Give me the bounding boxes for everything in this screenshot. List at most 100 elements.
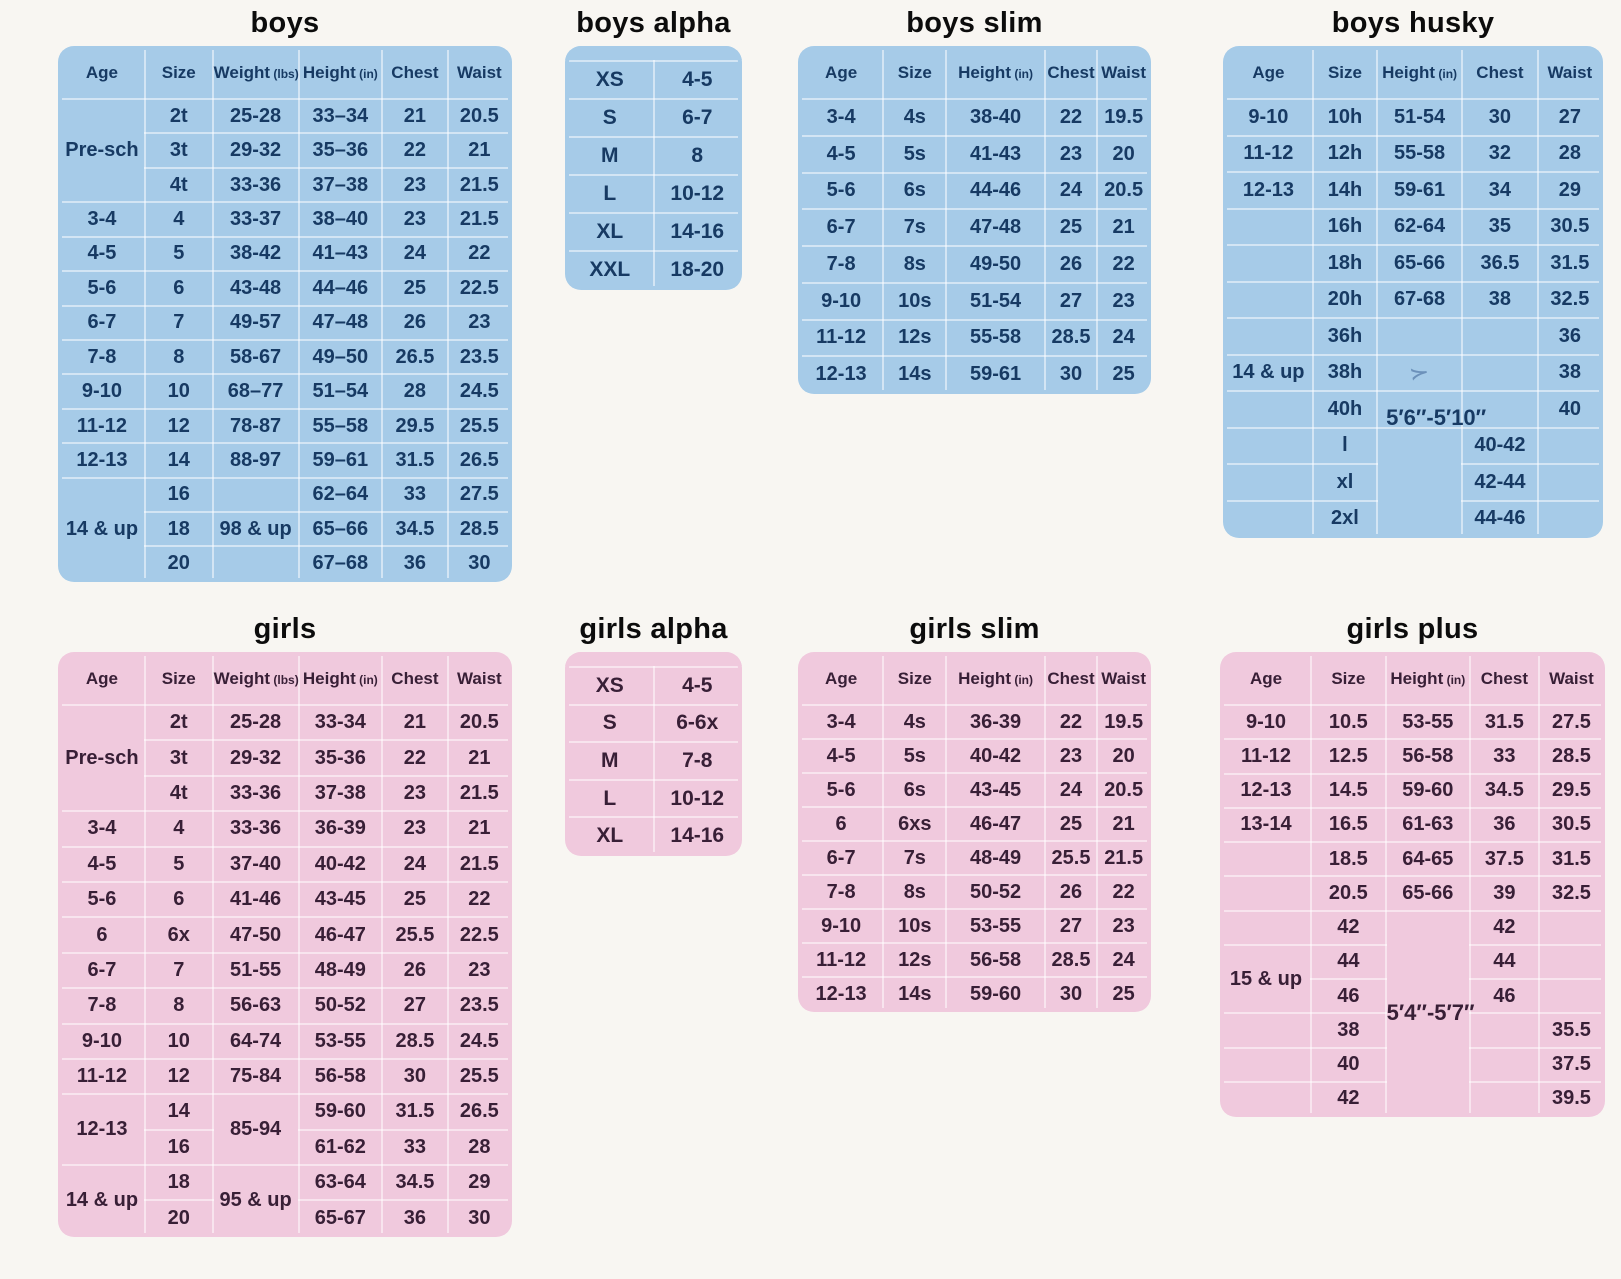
table-cell: 2t xyxy=(143,703,214,742)
table-cell: 27.5 xyxy=(446,476,512,514)
table-row: M 7-8 xyxy=(565,741,742,781)
table-row: 7-8 8s 50-52 26 22 xyxy=(798,874,1151,910)
table-cell: 33–34 xyxy=(297,97,384,135)
column-header: Waist xyxy=(1096,652,1151,706)
table-cell: 49-57 xyxy=(211,304,300,341)
table-cell: XL xyxy=(565,212,655,252)
table-cell: 24 xyxy=(381,235,449,273)
table-cell: 16 xyxy=(143,476,214,514)
table-cell: 10h xyxy=(1311,98,1379,137)
table-row: 3-4 4s 36-39 22 19.5 xyxy=(798,704,1151,740)
table-cell: 98 & up xyxy=(211,511,300,548)
table-cell: 23.5 xyxy=(446,987,512,1025)
table-cell: 6-7 xyxy=(798,208,885,247)
table-cell: 11-12 xyxy=(58,407,146,445)
table-cell: 37.5 xyxy=(1537,1046,1605,1083)
table-cell: 6-7 xyxy=(58,951,146,990)
table-cell: 13-14 xyxy=(1220,806,1312,844)
table-cell xyxy=(1461,317,1539,356)
table-cell: 23 xyxy=(1043,738,1099,774)
table-row: 16h 62-64 35 30.5 xyxy=(1223,207,1603,246)
table-cell: 25-28 xyxy=(211,703,300,742)
table-cell: 26 xyxy=(1043,874,1099,910)
table-cell: 20h xyxy=(1311,280,1379,319)
table-cell: 12-13 xyxy=(58,442,146,479)
table-row: 20 65-67 36 30 xyxy=(59,1199,512,1237)
girls-alpha-panel: girls alpha XS 4-5 S 6-6x M 7-8 L 10-12 XL 14-16 xyxy=(565,612,742,856)
table-cell: 46 xyxy=(1310,977,1387,1015)
table-cell: 41–43 xyxy=(297,235,384,273)
table-cell: 40 xyxy=(1310,1046,1387,1083)
table-cell: 26 xyxy=(381,304,449,341)
boys-husky-header-row: Age Size Height (in) Chest Waist xyxy=(1223,46,1603,100)
table-cell: 25.5 xyxy=(446,407,512,445)
table-cell: 37-40 xyxy=(211,845,300,883)
table-cell: 23.5 xyxy=(446,338,512,376)
table-cell: 53-55 xyxy=(945,908,1046,944)
table-cell: 11-12 xyxy=(58,1057,146,1096)
table-cell: 5-6 xyxy=(798,772,885,808)
table-cell: 7-8 xyxy=(58,338,146,376)
table-cell: 59-60 xyxy=(297,1093,384,1131)
column-header: Age xyxy=(58,652,146,706)
column-header: Age xyxy=(58,46,146,100)
table-row: 4-5 5s 40-42 23 20 xyxy=(798,738,1151,774)
table-cell: 12-13 xyxy=(798,355,885,394)
girls-slim-header-row: Age Size Height (in) Chest Waist xyxy=(798,652,1151,706)
table-cell: 23 xyxy=(1096,281,1151,321)
table-row: 6-7 7s 48-49 25.5 21.5 xyxy=(798,840,1151,876)
table-cell: 28 xyxy=(381,373,449,410)
table-cell: 3t xyxy=(143,739,214,777)
table-cell: 28.5 xyxy=(446,511,512,548)
table-cell: 32 xyxy=(1461,134,1539,173)
table-row: 11-12 12 78-87 55–58 29.5 25.5 xyxy=(58,407,512,445)
table-row: Pre-sch 2t 25-28 33–34 21 20.5 xyxy=(58,97,512,204)
table-cell: 28.5 xyxy=(1043,942,1099,978)
table-cell: 23 xyxy=(381,774,449,813)
table-cell: 63-64 xyxy=(297,1164,384,1202)
height-range-label: 5′6″-5′10″ xyxy=(1376,405,1486,538)
table-cell xyxy=(1223,244,1314,283)
table-cell: 33-36 xyxy=(211,774,300,813)
table-cell: 20 xyxy=(1096,134,1151,174)
table-cell: 26.5 xyxy=(446,1093,512,1131)
table-row: 12-13 14s 59-61 30 25 xyxy=(798,355,1151,394)
table-cell: 3-4 xyxy=(58,810,146,848)
table-cell: 21 xyxy=(1096,806,1151,842)
table-row: 6-7 7 51-55 48-49 26 23 xyxy=(58,951,512,990)
table-cell: 22 xyxy=(446,235,512,273)
table-cell: L xyxy=(565,778,655,819)
table-cell: 21.5 xyxy=(1096,840,1151,876)
table-row: 15 & up 44 44 xyxy=(1220,943,1605,1015)
table-cell: 29.5 xyxy=(1537,772,1605,809)
girls-alpha-table: XS 4-5 S 6-6x M 7-8 L 10-12 XL 14-16 xyxy=(565,652,742,856)
girls-plus-table: Age Size Height (in) Chest Waist 9-10 10.5 53-5… xyxy=(1220,652,1605,1117)
table-row: 6 6xs 46-47 25 21 xyxy=(798,806,1151,842)
table-cell: 46-47 xyxy=(297,916,384,954)
table-title-girls-slim: girls slim xyxy=(909,613,1040,645)
table-cell: 22 xyxy=(381,132,449,169)
table-cell: 19.5 xyxy=(1096,98,1151,137)
table-cell: 61-63 xyxy=(1384,806,1471,844)
table-cell: 59-60 xyxy=(945,976,1046,1012)
table-cell: 14 & up xyxy=(1223,353,1314,392)
table-cell: 41-46 xyxy=(211,880,300,919)
table-cell: 6-7 xyxy=(58,304,146,341)
table-row: 7-8 8 56-63 50-52 27 23.5 xyxy=(58,987,512,1025)
table-cell: 12-13 xyxy=(1220,772,1312,809)
table-cell: 18-20 xyxy=(652,250,742,290)
table-cell: 48-49 xyxy=(297,951,384,990)
table-cell: 8 xyxy=(652,136,742,176)
table-row: 12-13 14s 59-60 30 25 xyxy=(798,976,1151,1012)
table-cell: 14 xyxy=(143,442,214,479)
table-row: 6-7 7s 47-48 25 21 xyxy=(798,208,1151,247)
table-cell: 14-16 xyxy=(652,816,742,856)
table-cell: 4-5 xyxy=(798,738,885,774)
table-cell: 49-50 xyxy=(945,245,1046,284)
table-cell: 10 xyxy=(143,1022,214,1060)
table-row: l 5′6″-5′10″ 40-42 xyxy=(1223,405,1603,538)
table-cell: 38h xyxy=(1311,353,1379,392)
table-cell: 5-6 xyxy=(798,171,885,211)
table-cell: 8s xyxy=(882,874,948,910)
